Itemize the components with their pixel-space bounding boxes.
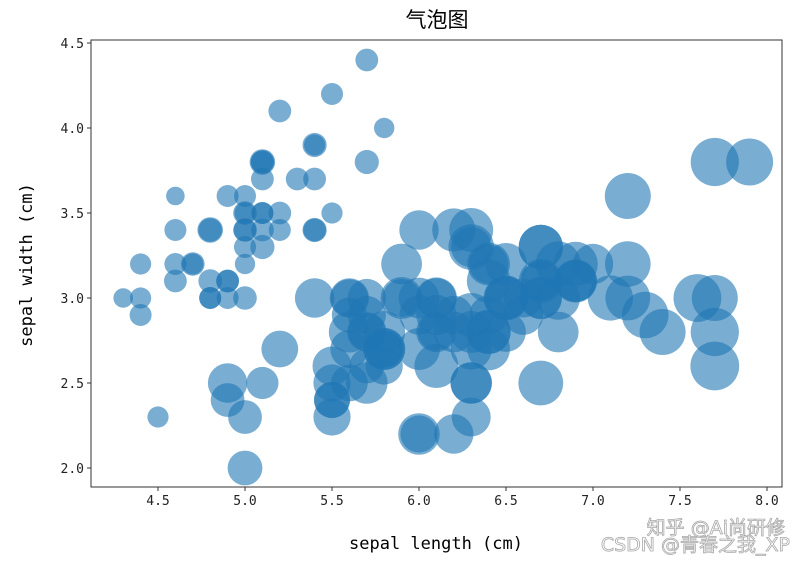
x-axis-ticks: 4.5 5.0 5.5 6.0 6.5 7.0 7.5 8.0 bbox=[146, 487, 779, 509]
bubble bbox=[518, 360, 564, 406]
bubble bbox=[605, 241, 651, 287]
bubble bbox=[354, 149, 379, 175]
bubble bbox=[199, 287, 222, 309]
bubble bbox=[130, 287, 152, 309]
bubble bbox=[227, 450, 263, 486]
x-axis-label: sepal length (cm) bbox=[349, 534, 523, 554]
bubble bbox=[604, 173, 651, 219]
bubble bbox=[197, 217, 223, 243]
bubble bbox=[166, 186, 185, 206]
y-tick-label: 3.0 bbox=[61, 292, 84, 307]
bubble bbox=[164, 253, 187, 275]
bubble bbox=[451, 397, 491, 437]
bubble bbox=[690, 137, 739, 187]
bubble bbox=[484, 276, 528, 320]
bubble bbox=[164, 219, 187, 241]
bubble bbox=[432, 208, 476, 252]
chart-title: 气泡图 bbox=[406, 8, 469, 32]
bubble bbox=[726, 138, 774, 186]
watermark-zhihu: 知乎 @Ai尚研修 bbox=[647, 517, 785, 539]
x-tick-label: 8.0 bbox=[755, 494, 778, 509]
bubble bbox=[233, 286, 257, 310]
bubble bbox=[198, 269, 222, 293]
bubble bbox=[519, 276, 562, 320]
y-tick-label: 2.0 bbox=[61, 462, 84, 477]
y-tick-label: 4.0 bbox=[61, 122, 84, 137]
bubble bbox=[380, 277, 423, 319]
bubble bbox=[690, 307, 739, 357]
bubble bbox=[233, 218, 257, 242]
bubble bbox=[346, 362, 388, 404]
x-tick-label: 7.0 bbox=[581, 494, 604, 509]
bubble bbox=[294, 278, 335, 318]
bubble bbox=[268, 99, 292, 123]
bubble bbox=[234, 185, 256, 207]
y-axis-label: sepal width (cm) bbox=[17, 183, 37, 347]
bubble bbox=[181, 252, 205, 276]
y-tick-label: 2.5 bbox=[61, 377, 84, 392]
bubble bbox=[234, 253, 256, 275]
bubble bbox=[399, 210, 439, 250]
y-tick-label: 3.5 bbox=[61, 207, 84, 222]
bubble bbox=[216, 185, 239, 207]
bubble bbox=[285, 167, 309, 191]
bubble bbox=[147, 406, 169, 428]
bubble bbox=[164, 269, 187, 293]
y-axis-ticks: 2.0 2.5 3.0 3.5 4.0 4.5 bbox=[61, 37, 91, 477]
bubble bbox=[328, 311, 370, 353]
bubble bbox=[537, 311, 579, 353]
bubble bbox=[251, 218, 274, 242]
bubble bbox=[363, 328, 406, 370]
bubble bbox=[234, 236, 256, 258]
bubble bbox=[268, 219, 291, 241]
bubble bbox=[374, 117, 395, 139]
bubble bbox=[450, 362, 493, 404]
bubble bbox=[303, 218, 326, 242]
bubble bbox=[304, 134, 326, 156]
bubble bbox=[414, 344, 459, 388]
x-tick-label: 6.0 bbox=[407, 494, 430, 509]
bubble bbox=[261, 330, 299, 368]
bubble bbox=[250, 234, 275, 260]
bubble bbox=[639, 309, 686, 355]
bubble bbox=[129, 304, 152, 326]
bubble bbox=[233, 201, 257, 225]
bubble bbox=[130, 253, 152, 275]
bubble bbox=[113, 288, 133, 308]
bubble bbox=[690, 341, 740, 391]
x-tick-label: 4.5 bbox=[146, 494, 169, 509]
bubble bbox=[450, 311, 493, 353]
bubble bbox=[246, 366, 279, 400]
bubble-layer bbox=[113, 48, 774, 486]
bubble bbox=[251, 202, 274, 224]
bubble bbox=[250, 150, 275, 174]
x-tick-label: 5.5 bbox=[320, 494, 343, 509]
bubble bbox=[398, 413, 440, 455]
bubble bbox=[381, 243, 422, 285]
watermark-csdn: CSDN @青春之我_XP bbox=[601, 534, 790, 556]
bubble bbox=[216, 287, 239, 309]
bubble bbox=[207, 363, 248, 403]
x-tick-label: 5.0 bbox=[233, 494, 256, 509]
y-tick-label: 4.5 bbox=[61, 37, 84, 52]
bubble bbox=[228, 400, 262, 434]
x-tick-label: 7.5 bbox=[668, 494, 691, 509]
bubble bbox=[321, 202, 343, 224]
bubble bbox=[355, 48, 379, 72]
bubble bbox=[691, 275, 738, 321]
bubble bbox=[216, 269, 240, 293]
bubble bbox=[268, 201, 292, 225]
bubble bbox=[605, 275, 651, 321]
bubble bbox=[321, 83, 343, 105]
plot-frame bbox=[90, 39, 783, 488]
x-tick-label: 6.5 bbox=[494, 494, 517, 509]
bubble bbox=[303, 167, 326, 191]
bubble bbox=[518, 224, 563, 270]
